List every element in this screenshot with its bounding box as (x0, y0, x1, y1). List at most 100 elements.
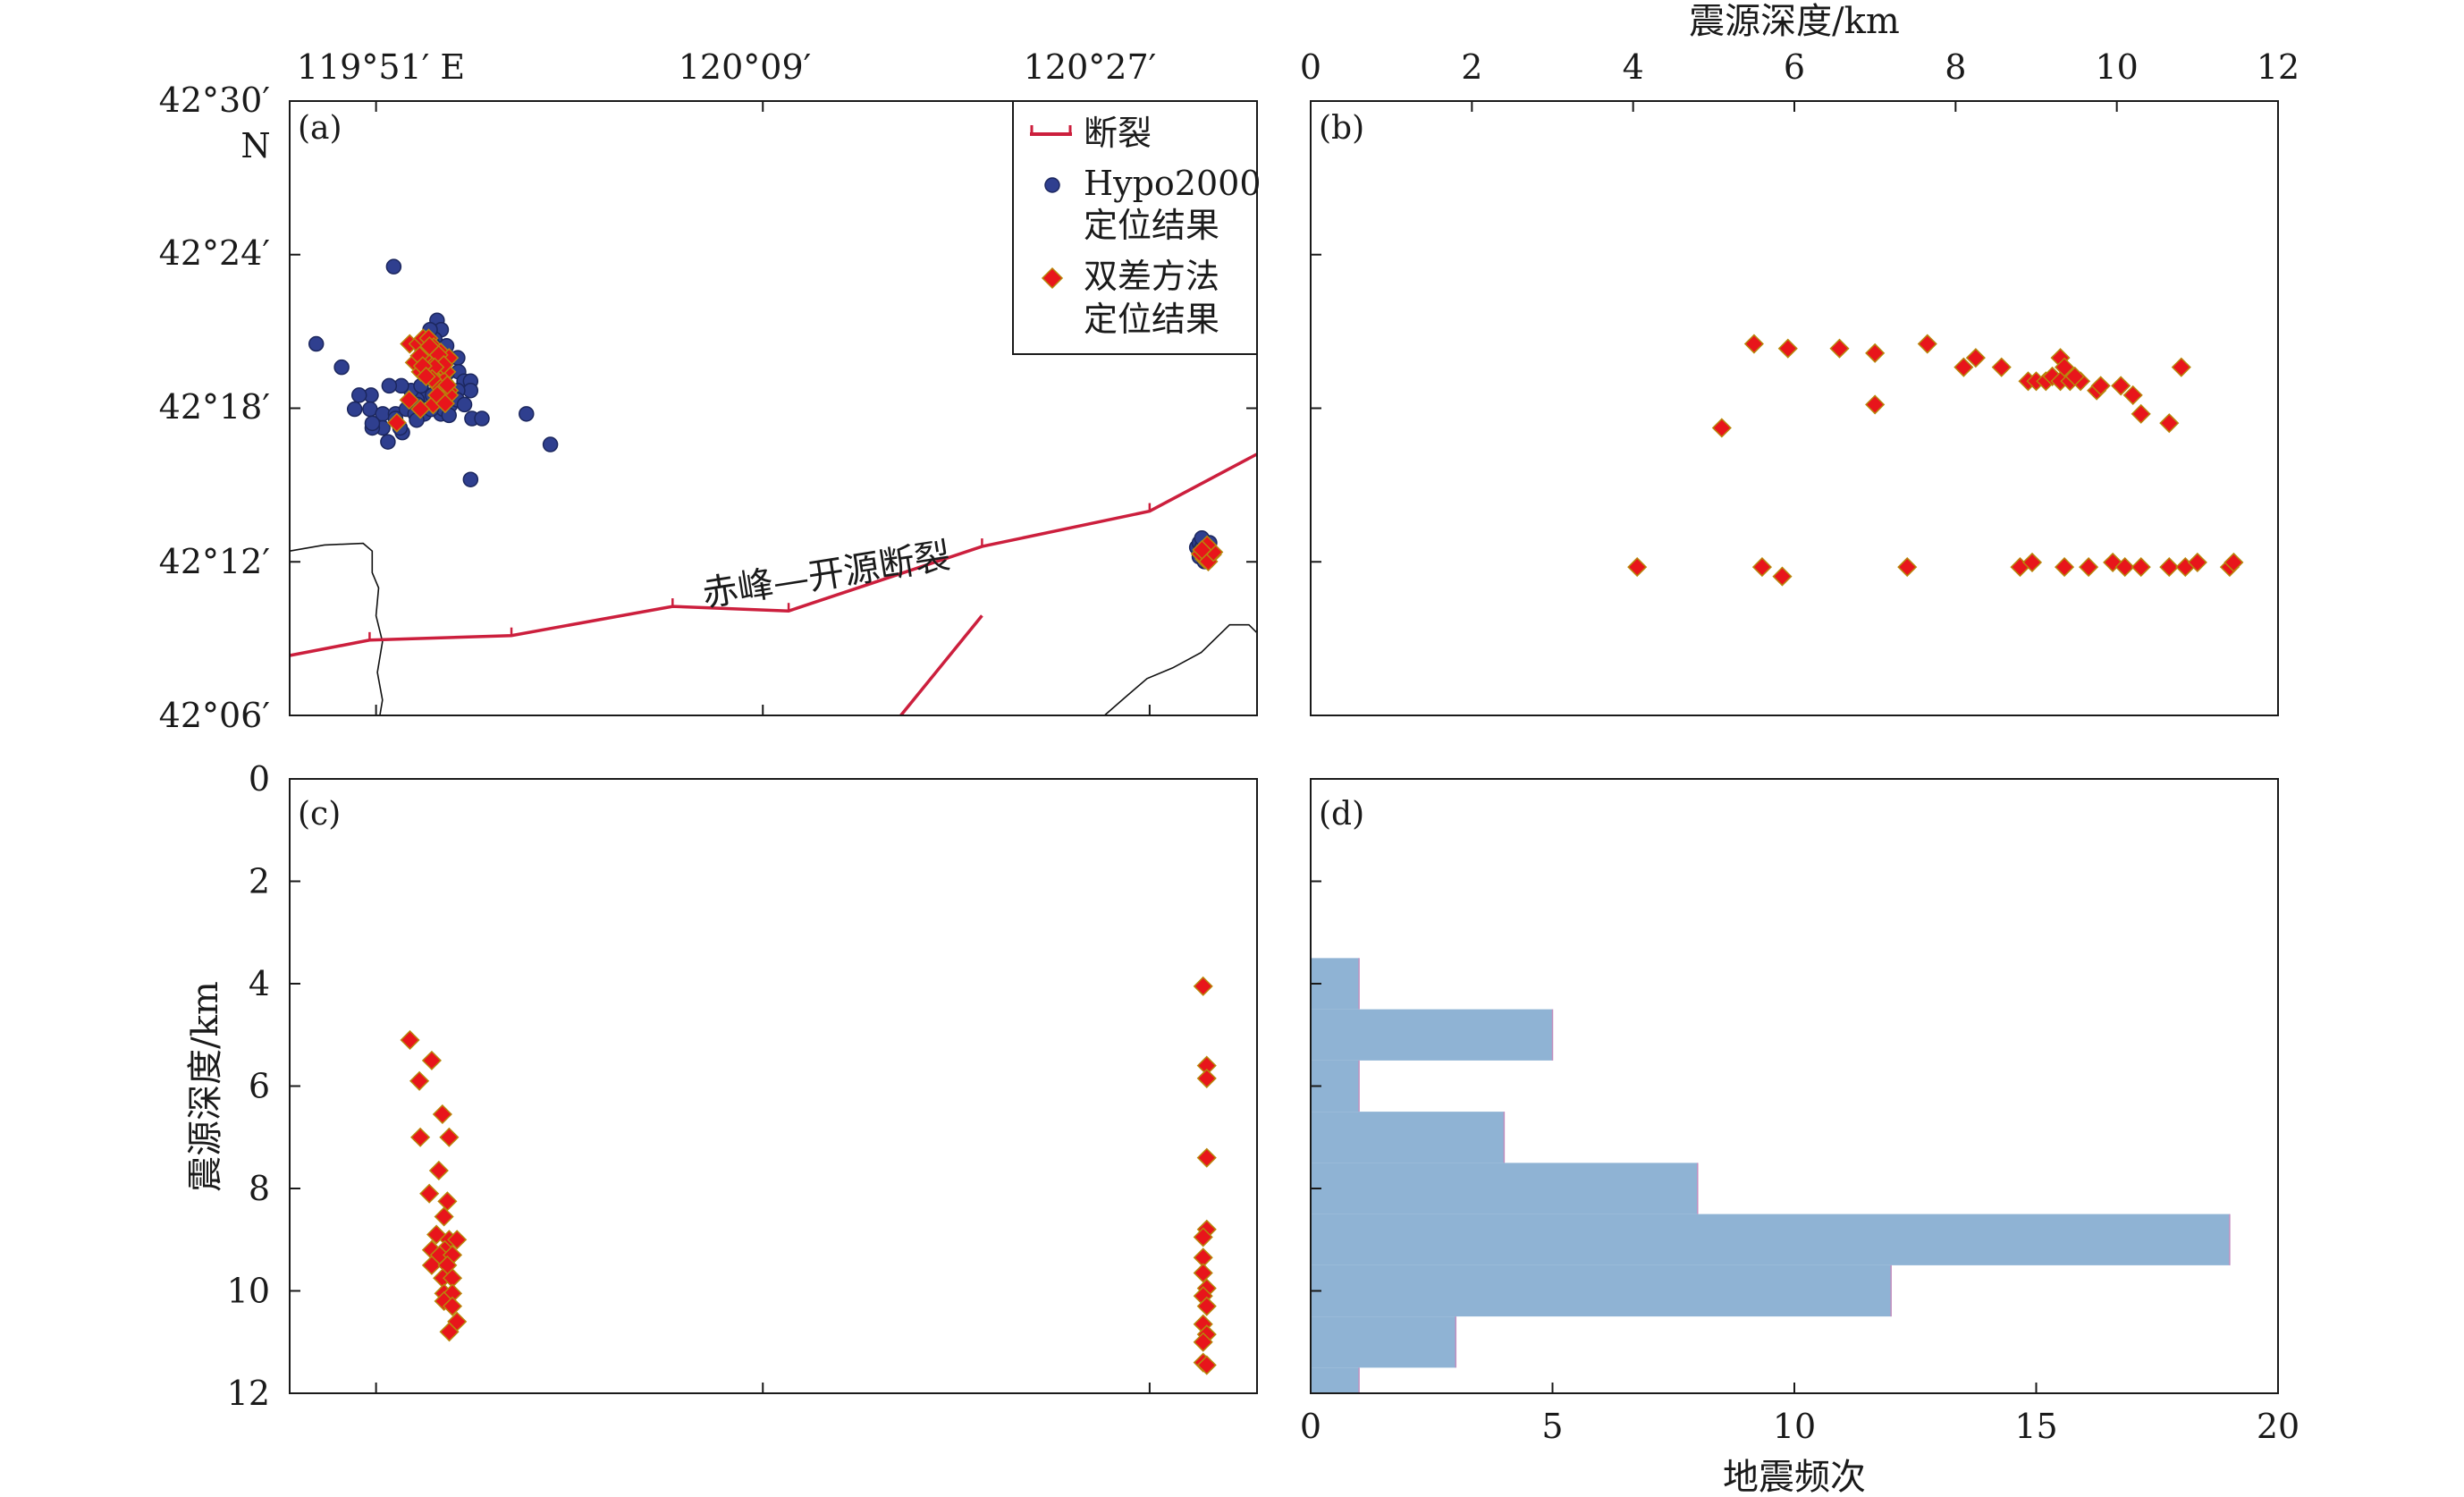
double-diff-point (421, 1050, 442, 1070)
hypo2000-point (462, 382, 479, 399)
panel-b-points (1627, 334, 2244, 587)
double-diff-point (2114, 557, 2135, 578)
panel-c-points (400, 976, 1217, 1375)
panel-b-tag: (b) (1319, 110, 1364, 147)
panel-c-frame (289, 778, 1258, 1394)
double-diff-point (2171, 357, 2191, 377)
double-diff-point (386, 412, 407, 433)
panel-d: 0 5 10 15 20 (d) 地震频次 (1300, 778, 2299, 1497)
panel-a-y-tick-label: 42°18′ (159, 387, 270, 427)
panel-b-x-tick-label: 4 (1623, 47, 1644, 87)
double-diff-point (1196, 1147, 1217, 1168)
panel-b-x-tick-label: 12 (2257, 47, 2299, 87)
histogram-bar (1311, 1316, 1456, 1368)
panel-a: (a) 119°51′ E 120°09′ 120°27′ 42°30′ N 4… (159, 47, 1262, 735)
histogram-bar (1311, 1009, 1553, 1061)
panel-d-x-tick-label: 15 (2014, 1407, 2057, 1446)
double-diff-point (1751, 557, 1772, 578)
legend-double-diff-label-line1: 双差方法 (1084, 257, 1219, 296)
double-diff-point (1196, 1068, 1217, 1088)
panel-c: 0 2 4 6 8 10 12 (c) 震源深度/km (185, 759, 1258, 1413)
panel-d-x-tick-label: 10 (1773, 1407, 1816, 1446)
hypo2000-point (456, 396, 473, 413)
fault-line (289, 452, 1258, 657)
panel-b-x-tick-label: 8 (1945, 47, 1966, 87)
double-diff-point (1777, 338, 1798, 359)
panel-a-north-label: N (240, 126, 270, 165)
double-diff-point (421, 1255, 442, 1275)
panel-a-x-tick-label: 119°51′ E (297, 47, 465, 87)
double-diff-point (2187, 552, 2207, 572)
panel-a-y-tick-label: 42°24′ (159, 233, 270, 273)
histogram-bar (1311, 1214, 2230, 1265)
legend-hypo-label-line1: Hypo2000 (1084, 164, 1262, 203)
double-diff-point (2090, 376, 2111, 396)
panel-c-y-tick-label: 6 (249, 1067, 270, 1106)
panel-b-x-axis-title: 震源深度/km (1689, 1, 1900, 42)
hypo2000-point (380, 434, 396, 450)
panel-a-geography (289, 452, 1258, 717)
double-diff-point (439, 1127, 460, 1147)
double-diff-point (442, 1296, 463, 1316)
panel-b-x-tick-label: 6 (1784, 47, 1805, 87)
double-diff-point (428, 1160, 449, 1181)
double-diff-point (435, 393, 455, 414)
panel-a-y-tick-label: 42°30′ (159, 80, 270, 120)
panel-c-y-tick-label: 10 (227, 1272, 270, 1311)
legend-box (1012, 100, 1258, 355)
panel-a-y-tick-label: 42°06′ (159, 696, 270, 735)
panel-c-y-tick-label: 8 (249, 1169, 270, 1208)
histogram-bar (1311, 1112, 1505, 1163)
double-diff-point (410, 399, 431, 419)
panel-a-x-tick-label: 120°09′ (679, 47, 812, 87)
double-diff-point (434, 1206, 454, 1227)
hypo2000-point (385, 258, 402, 275)
double-diff-point (1991, 357, 2012, 377)
double-diff-point (2159, 413, 2180, 434)
panel-c-y-axis-title: 震源深度/km (185, 981, 226, 1192)
histogram-bar (1311, 1367, 1360, 1393)
double-diff-point (400, 1029, 420, 1051)
double-diff-point (1627, 557, 1648, 578)
double-diff-point (1192, 539, 1212, 560)
legend-fault-label: 断裂 (1084, 114, 1152, 153)
double-diff-point (1196, 1296, 1217, 1316)
double-diff-point (1865, 343, 1886, 363)
hypo2000-point (333, 359, 350, 376)
panel-c-y-tick-label: 12 (227, 1374, 270, 1413)
panel-d-x-axis-title: 地震频次 (1723, 1457, 1866, 1497)
double-diff-point (437, 375, 458, 395)
double-diff-point (1917, 334, 1937, 354)
double-diff-point (2064, 366, 2085, 387)
legend-double-diff-marker (1041, 266, 1064, 290)
panel-d-tag: (d) (1319, 796, 1364, 833)
panel-a-y-tick-label: 42°12′ (159, 542, 270, 581)
hypo2000-point (364, 415, 381, 432)
hypo2000-point (346, 401, 363, 418)
double-diff-point (1829, 338, 1850, 359)
double-diff-point (419, 1183, 440, 1204)
legend-fault-symbol (1030, 125, 1072, 136)
legend-hypo-label-line2: 定位结果 (1084, 206, 1219, 245)
panel-c-tag: (c) (298, 796, 341, 833)
panel-d-frame (1310, 778, 2279, 1394)
double-diff-point (1897, 557, 1918, 578)
double-diff-point (2122, 385, 2143, 405)
double-diff-point (1193, 1332, 1213, 1352)
panel-a-points (308, 258, 1224, 571)
hypo2000-point (308, 335, 325, 352)
panel-a-legend: 断裂 Hypo2000 定位结果 双差方法 定位结果 (1012, 100, 1262, 355)
double-diff-point (1965, 348, 1986, 368)
panel-b-x-tick-label: 2 (1461, 47, 1482, 87)
hypo2000-point (381, 377, 398, 394)
double-diff-point (2021, 552, 2043, 572)
panel-b-x-tick-label: 0 (1300, 47, 1321, 87)
double-diff-point (1865, 394, 1886, 415)
histogram-bar (1311, 1163, 1698, 1214)
panel-a-ticks (290, 101, 1257, 715)
panel-b: 0 2 4 6 8 10 12 (b) 震源深度/km (1300, 1, 2299, 716)
hypo2000-point (542, 436, 559, 452)
double-diff-point (432, 1104, 452, 1125)
double-diff-point (1193, 1263, 1213, 1283)
